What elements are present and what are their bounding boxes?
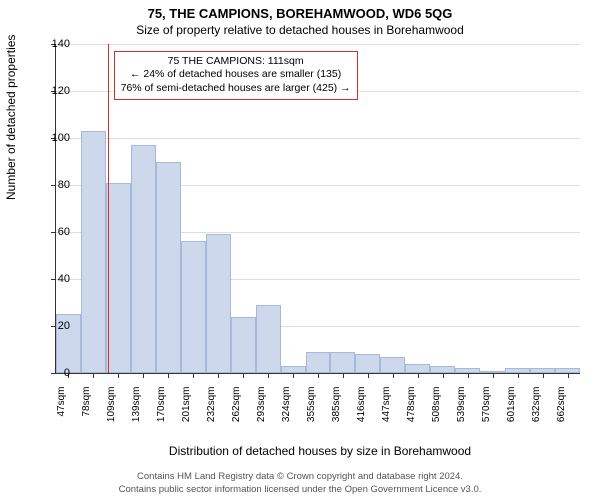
xtick-label: 201sqm <box>181 387 192 437</box>
xtick-label: 170sqm <box>156 387 167 437</box>
histogram-bar <box>306 352 331 373</box>
ytick-label: 120 <box>40 85 70 97</box>
xtick-label: 232sqm <box>206 387 217 437</box>
histogram-bar <box>355 354 380 373</box>
ytick-label: 140 <box>40 38 70 50</box>
xtick-label: 447sqm <box>381 387 392 437</box>
xtick-label: 662sqm <box>556 387 567 437</box>
histogram-bar <box>380 357 405 373</box>
xtick-mark <box>443 373 444 378</box>
page-subtitle: Size of property relative to detached ho… <box>0 21 600 37</box>
histogram-bar <box>330 352 355 373</box>
xtick-label: 508sqm <box>431 387 442 437</box>
xtick-mark <box>318 373 319 378</box>
xtick-label: 355sqm <box>306 387 317 437</box>
xtick-mark <box>468 373 469 378</box>
xtick-label: 478sqm <box>406 387 417 437</box>
info-line-title: 75 THE CAMPIONS: 111sqm <box>121 55 351 69</box>
footer-line1: Contains HM Land Registry data © Crown c… <box>0 471 600 483</box>
xtick-mark <box>368 373 369 378</box>
xtick-label: 539sqm <box>456 387 467 437</box>
xtick-mark <box>193 373 194 378</box>
plot-area: 75 THE CAMPIONS: 111sqm← 24% of detached… <box>55 44 580 374</box>
gridline <box>56 44 580 45</box>
ytick-label: 20 <box>40 320 70 332</box>
xtick-label: 601sqm <box>506 387 517 437</box>
info-line-smaller: ← 24% of detached houses are smaller (13… <box>121 68 351 82</box>
histogram-bar <box>405 364 430 373</box>
histogram-bar <box>181 241 206 373</box>
chart-container: 75, THE CAMPIONS, BOREHAMWOOD, WD6 5QG S… <box>0 0 600 500</box>
xtick-label: 416sqm <box>356 387 367 437</box>
xtick-label: 293sqm <box>256 387 267 437</box>
xtick-mark <box>143 373 144 378</box>
xtick-label: 385sqm <box>331 387 342 437</box>
ytick-label: 60 <box>40 226 70 238</box>
histogram-bar <box>81 131 106 373</box>
histogram-bar <box>281 366 306 373</box>
histogram-bar <box>131 145 156 373</box>
xtick-mark <box>518 373 519 378</box>
xtick-mark <box>243 373 244 378</box>
xtick-mark <box>93 373 94 378</box>
ytick-label: 100 <box>40 132 70 144</box>
gridline <box>56 138 580 139</box>
xtick-mark <box>268 373 269 378</box>
ytick-label: 80 <box>40 179 70 191</box>
ytick-label: 0 <box>40 367 70 379</box>
xtick-mark <box>343 373 344 378</box>
xtick-mark <box>568 373 569 378</box>
histogram-bar <box>106 183 131 373</box>
x-axis-label: Distribution of detached houses by size … <box>20 444 600 458</box>
info-line-larger: 76% of semi-detached houses are larger (… <box>121 82 351 96</box>
xtick-mark <box>493 373 494 378</box>
ytick-label: 40 <box>40 273 70 285</box>
xtick-label: 78sqm <box>81 387 92 437</box>
histogram-bar <box>206 234 231 373</box>
footer-attribution: Contains HM Land Registry data © Crown c… <box>0 471 600 496</box>
footer-line2: Contains public sector information licen… <box>0 484 600 496</box>
property-info-box: 75 THE CAMPIONS: 111sqm← 24% of detached… <box>114 51 358 100</box>
xtick-mark <box>218 373 219 378</box>
xtick-label: 262sqm <box>231 387 242 437</box>
xtick-label: 139sqm <box>131 387 142 437</box>
xtick-mark <box>118 373 119 378</box>
xtick-label: 109sqm <box>106 387 117 437</box>
xtick-label: 570sqm <box>481 387 492 437</box>
xtick-mark <box>393 373 394 378</box>
xtick-label: 632sqm <box>531 387 542 437</box>
histogram-bar <box>231 317 256 373</box>
histogram-bar <box>430 366 455 373</box>
xtick-mark <box>293 373 294 378</box>
histogram-bar <box>256 305 281 373</box>
histogram-bar <box>156 162 181 374</box>
xtick-mark <box>168 373 169 378</box>
page-title: 75, THE CAMPIONS, BOREHAMWOOD, WD6 5QG <box>0 0 600 21</box>
xtick-label: 47sqm <box>56 387 67 437</box>
xtick-label: 324sqm <box>281 387 292 437</box>
y-axis-label: Number of detached properties <box>4 35 18 200</box>
property-marker-line <box>108 44 109 373</box>
xtick-mark <box>418 373 419 378</box>
xtick-mark <box>543 373 544 378</box>
